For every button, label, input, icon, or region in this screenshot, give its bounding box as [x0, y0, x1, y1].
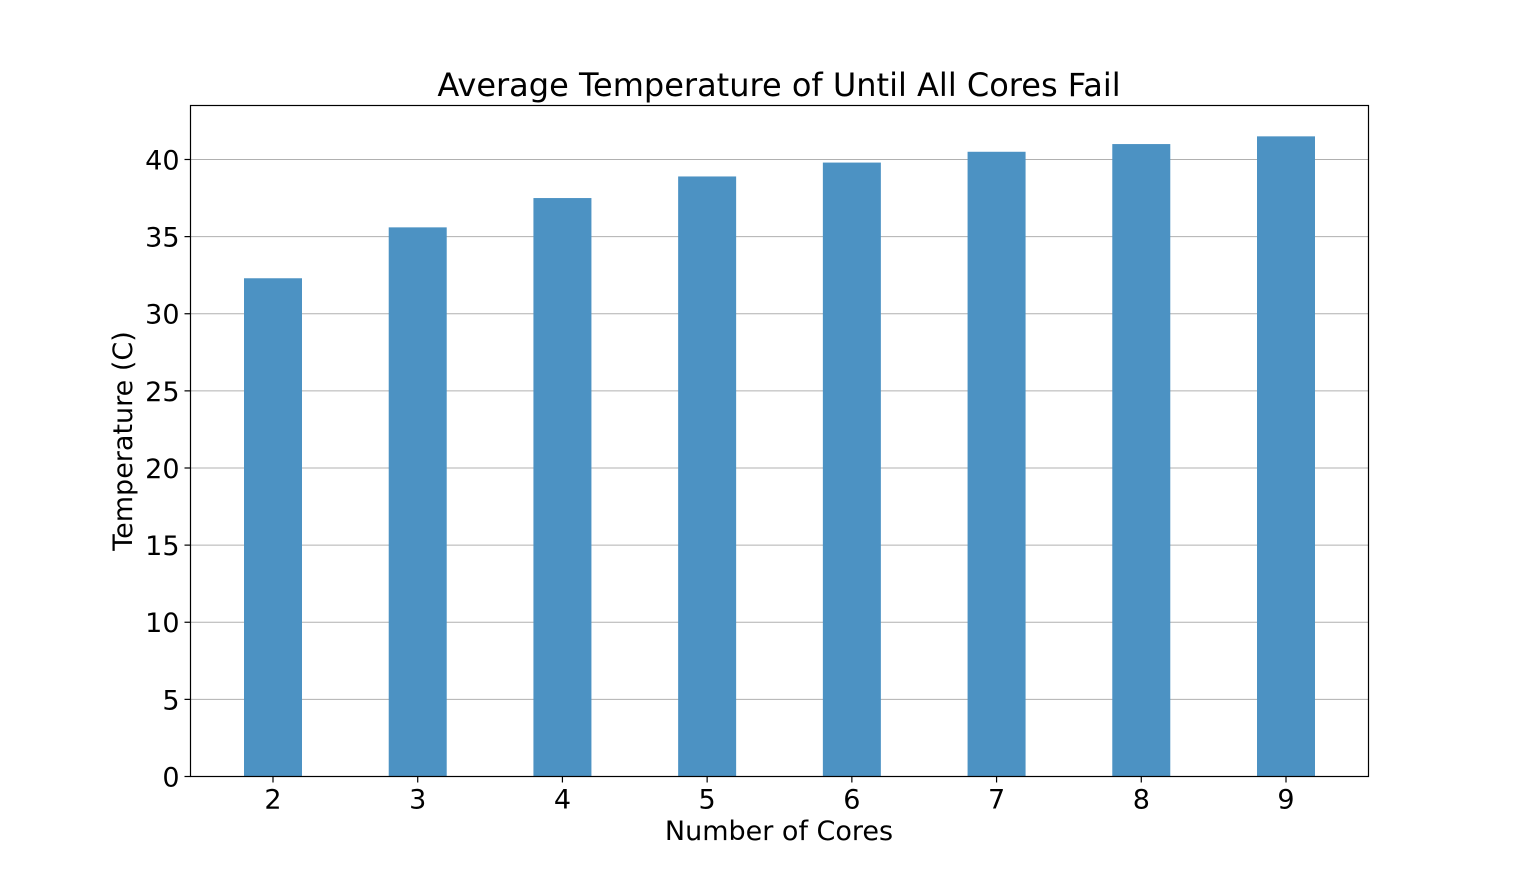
- x-tick-label: 6: [843, 785, 860, 816]
- y-tick-label: 40: [145, 145, 179, 176]
- x-axis-label: Number of Cores: [665, 816, 893, 847]
- y-tick-label: 0: [162, 763, 179, 794]
- y-tick-label: 10: [145, 608, 179, 639]
- y-tick-label: 35: [145, 223, 179, 254]
- bar-8: [1112, 144, 1171, 777]
- x-tick-label: 3: [409, 785, 426, 816]
- bar-4: [533, 198, 592, 777]
- x-tick-label: 9: [1277, 785, 1294, 816]
- bar-5: [678, 176, 737, 777]
- x-tick-label: 8: [1133, 785, 1150, 816]
- gridlines: [190, 158, 1369, 700]
- bar-6: [822, 162, 881, 777]
- x-tick-label: 7: [988, 785, 1005, 816]
- chart-title: Average Temperature of Until All Cores F…: [437, 66, 1120, 104]
- y-axis-ticks: 0 5 10 15 20 25 30 35 40: [145, 145, 191, 794]
- bar-3: [388, 227, 447, 777]
- plot-frame: [189, 104, 1370, 778]
- x-tick-label: 2: [264, 785, 281, 816]
- y-tick-label: 30: [145, 300, 179, 331]
- x-tick-label: 4: [554, 785, 571, 816]
- bar-2: [244, 278, 302, 777]
- bar-7: [967, 151, 1026, 777]
- x-axis-ticks: 2 3 4 5 6 7 8 9: [264, 776, 1295, 816]
- x-tick-label: 5: [699, 785, 716, 816]
- y-axis-label: Temperature (C): [108, 331, 139, 552]
- y-tick-label: 20: [145, 454, 179, 485]
- y-tick-label: 5: [162, 685, 179, 716]
- y-tick-label: 25: [145, 377, 179, 408]
- y-tick-label: 15: [145, 531, 179, 562]
- bar-9: [1257, 136, 1315, 777]
- bars: [244, 136, 1315, 777]
